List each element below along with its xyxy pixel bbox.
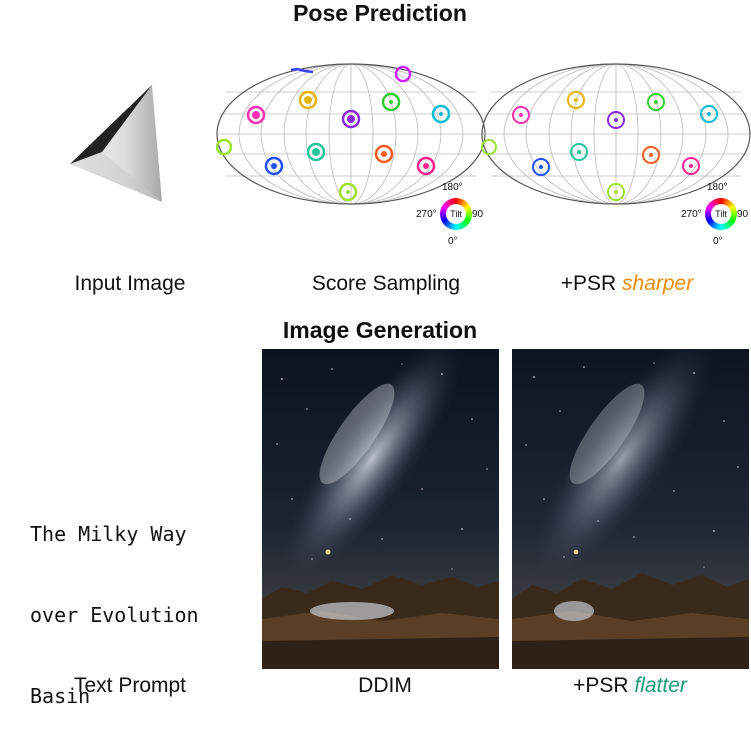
ddim-generated-image [262, 349, 499, 669]
tilt-color-wheel: Tilt [440, 198, 472, 230]
tilt-right-label: 90 [472, 209, 484, 220]
psr-sharper-caption: +PSR sharper [527, 272, 727, 296]
tilt-color-wheel: Tilt [705, 198, 737, 230]
ddim-caption: DDIM [358, 674, 412, 697]
tilt-top-label: 180° [707, 182, 728, 193]
input-image-caption: Input Image [74, 272, 186, 295]
psr-flatter-caption: +PSR flatter [530, 674, 730, 698]
psr-prefix: +PSR [573, 674, 635, 697]
tilt-right-label: 90 [737, 209, 749, 220]
tilt-legend-score: 180° 270° 90 0° Tilt [412, 182, 492, 248]
pyramid-input-image [70, 85, 162, 202]
prompt-line: The Milky Way [30, 522, 187, 546]
tilt-wheel-label: Tilt [711, 204, 731, 224]
score-sampling-plot [216, 63, 486, 205]
pose-prediction-title: Pose Prediction [293, 0, 467, 26]
psr-prefix: +PSR [560, 272, 623, 295]
tilt-left-label: 270° [681, 209, 702, 220]
image-generation-title: Image Generation [282, 317, 478, 343]
text-prompt-caption: Text Prompt [73, 674, 187, 697]
psr-flatter-emphasis: flatter [634, 674, 687, 697]
psr-sharper-plot [481, 63, 751, 205]
tilt-bottom-label: 0° [713, 236, 723, 247]
tilt-wheel-label: Tilt [446, 204, 466, 224]
psr-generated-image [512, 349, 749, 669]
tilt-top-label: 180° [442, 182, 463, 193]
tilt-left-label: 270° [416, 209, 437, 220]
psr-sharper-emphasis: sharper [622, 272, 694, 295]
prompt-line: over Evolution [30, 603, 199, 627]
score-sampling-caption: Score Sampling [311, 272, 461, 295]
tilt-bottom-label: 0° [448, 236, 458, 247]
tilt-legend-psr: 180° 270° 90 0° Tilt [677, 182, 751, 248]
